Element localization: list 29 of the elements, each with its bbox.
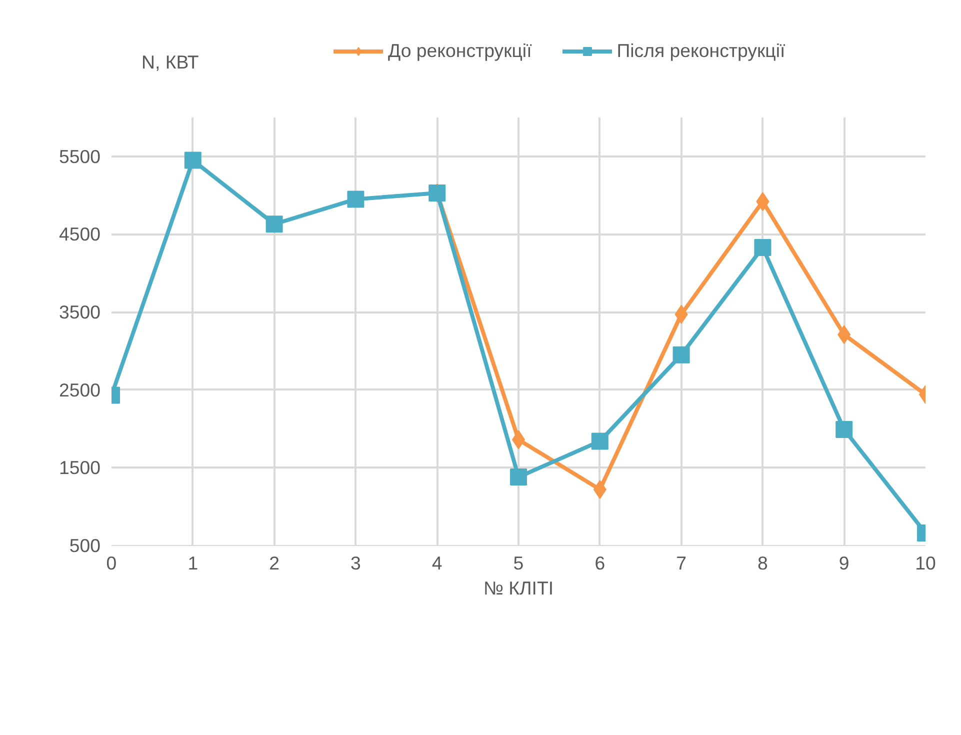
- y-tick-label: 4500: [58, 224, 101, 245]
- point: [510, 468, 527, 486]
- x-tick-label: 4: [432, 552, 442, 574]
- y-tick-label: 3500: [58, 302, 101, 323]
- x-tick-label: 8: [758, 552, 768, 574]
- legend-label: Після реконструкції: [616, 40, 786, 62]
- point: [347, 190, 364, 208]
- point: [184, 152, 202, 169]
- y-tick-label: 1500: [58, 457, 101, 478]
- legend-label: До реконструкції: [388, 40, 532, 62]
- point: [836, 421, 853, 438]
- y-axis-title: N, КВТ: [142, 52, 199, 72]
- y-tick-label: 5500: [58, 146, 101, 167]
- x-tick-label: 10: [915, 552, 936, 574]
- point: [672, 346, 690, 364]
- x-tick-label: 7: [676, 552, 687, 574]
- point: [591, 432, 608, 450]
- x-tick-label: 6: [594, 552, 606, 574]
- x-tick-label: 9: [838, 552, 850, 574]
- y-tick-label: 2500: [58, 379, 101, 400]
- point: [754, 238, 772, 256]
- point: [266, 216, 283, 233]
- y-tick-label: 500: [69, 535, 101, 556]
- x-tick-label: 5: [513, 552, 524, 574]
- x-tick-label: 0: [106, 552, 117, 574]
- x-axis-title: № КЛІТІ: [483, 578, 554, 598]
- x-tick-label: 3: [350, 552, 361, 574]
- x-tick-label: 1: [188, 552, 198, 574]
- x-tick-label: 2: [269, 552, 280, 574]
